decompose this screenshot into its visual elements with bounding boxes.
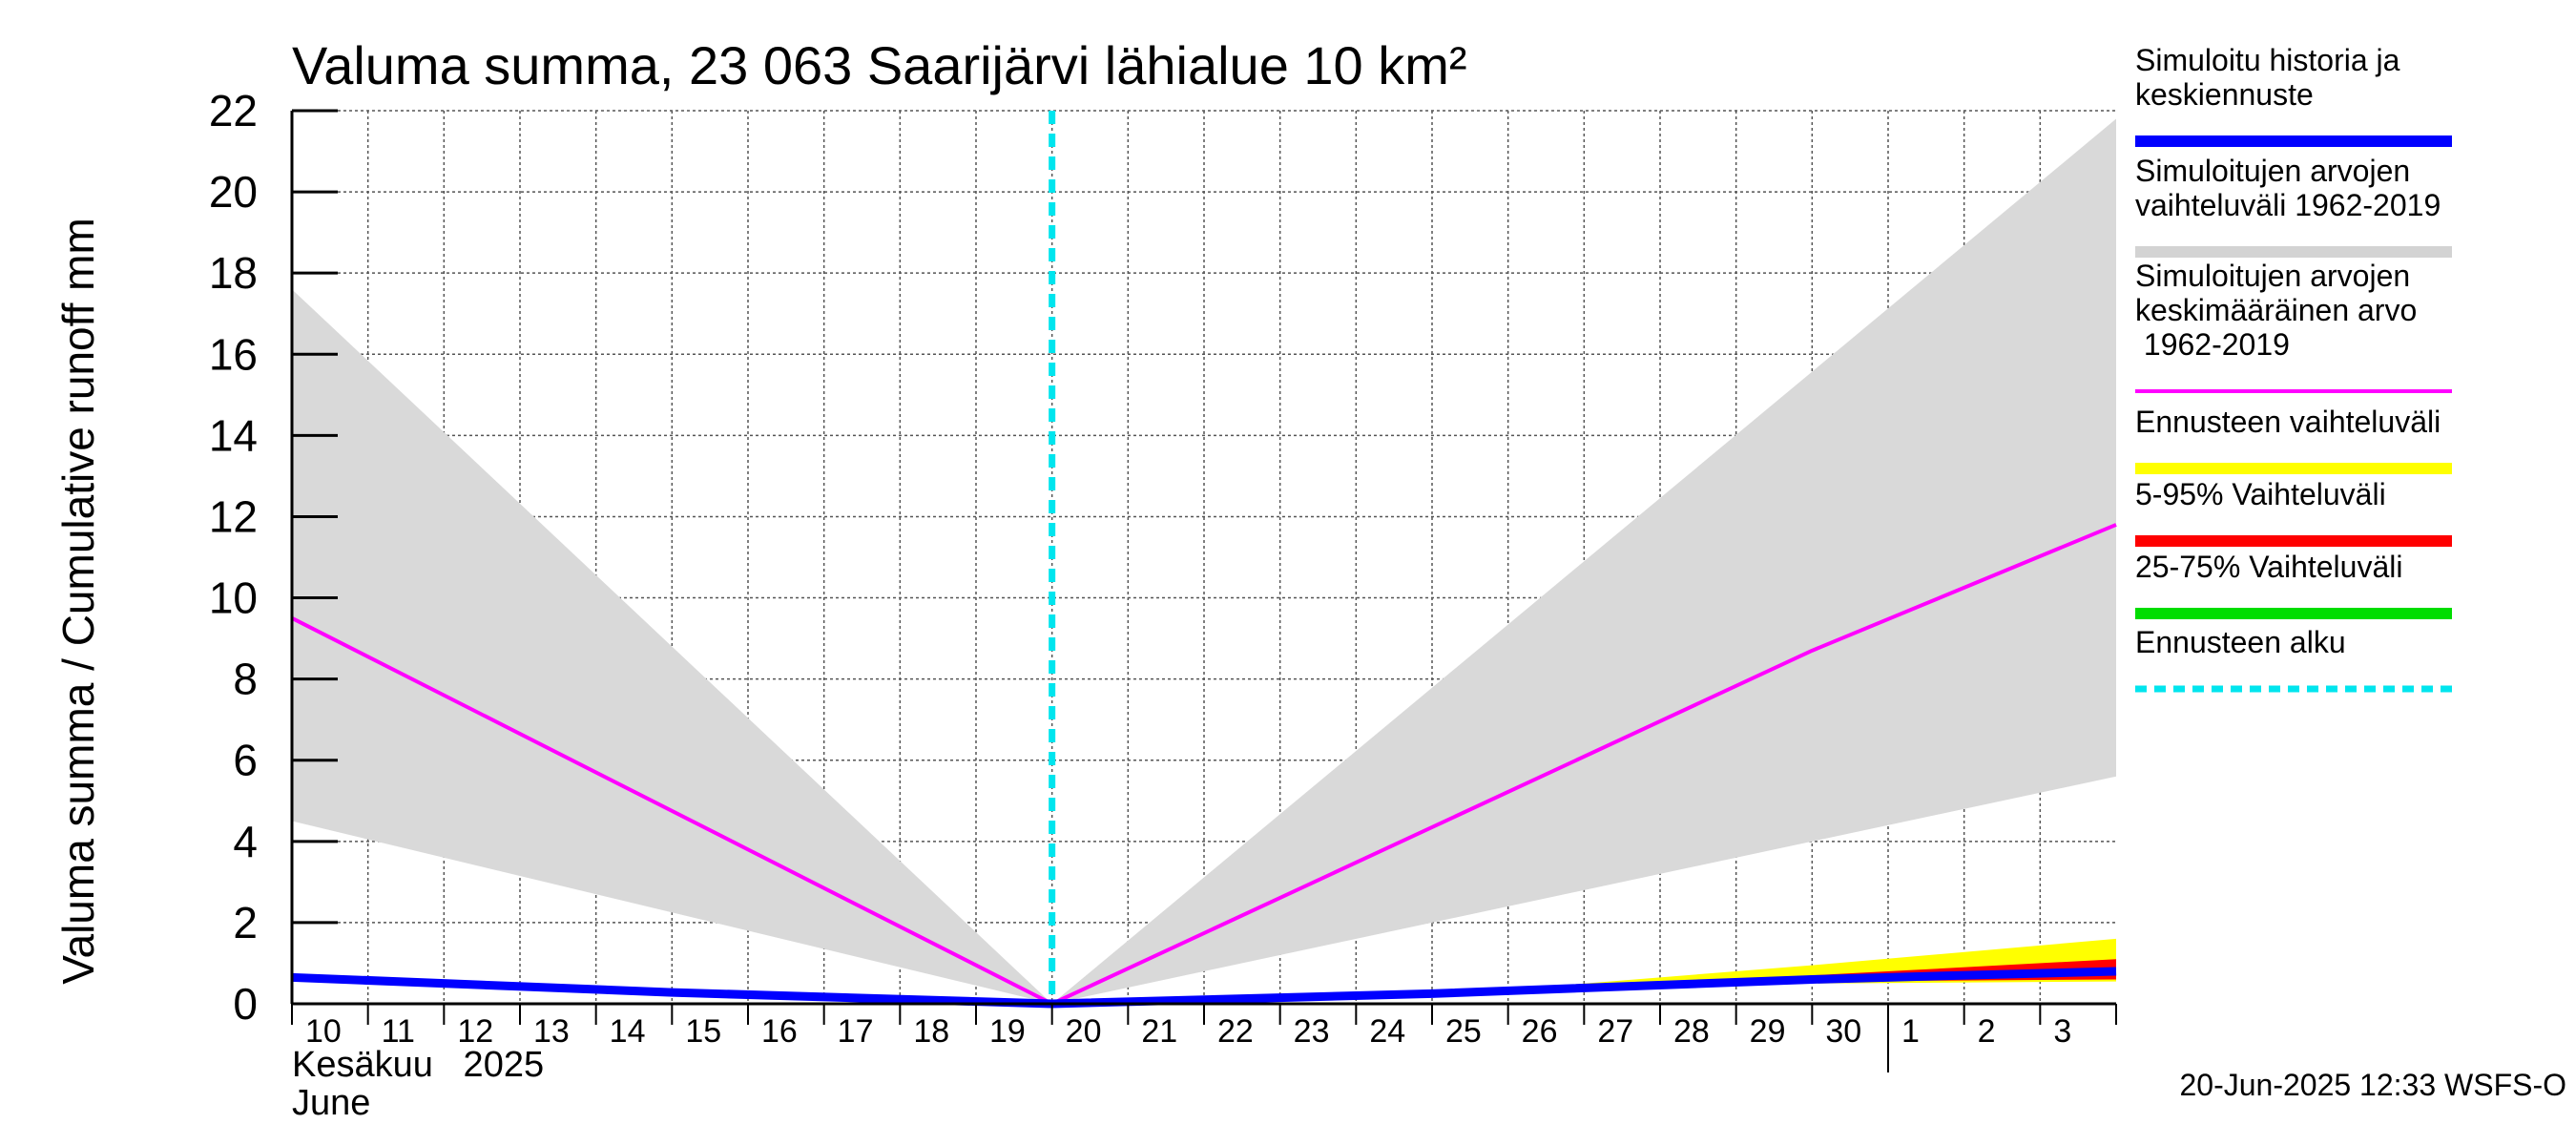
y-tick-label: 12: [209, 491, 258, 541]
x-tick-label: 18: [913, 1013, 949, 1050]
series-lines: [291, 111, 2117, 1009]
legend-label-line: vaihteluväli 1962-2019: [2135, 188, 2441, 222]
x-tick-label: 20: [1066, 1013, 1102, 1050]
x-tick-label: 1: [1901, 1013, 1920, 1050]
legend-item: Ennusteen alku: [2135, 625, 2452, 693]
legend-item: Simuloitujen arvojen vaihteluväli 1962-20…: [2135, 154, 2452, 258]
y-tick-label: 8: [233, 655, 258, 704]
legend-item: 5-95% Vaihteluväli: [2135, 477, 2452, 547]
legend-label-line: keskiennuste: [2135, 77, 2314, 112]
legend-label: 25-75% Vaihteluväli: [2135, 550, 2402, 584]
series-line-4: [291, 523, 2117, 1006]
y-tick-label: 10: [209, 573, 258, 623]
y-tick-label: 18: [209, 248, 258, 298]
month-label-fi: Kesäkuu 2025: [292, 1045, 544, 1085]
legend-label: Ennusteen alku: [2135, 625, 2346, 659]
y-tick-label: 16: [209, 329, 258, 379]
legend-label-line: keskimääräinen arvo: [2135, 293, 2417, 327]
x-tick-label: 16: [761, 1013, 798, 1050]
x-tick-label: 13: [533, 1013, 570, 1050]
range-bands: [292, 118, 2116, 1004]
x-tick-label: 24: [1369, 1013, 1405, 1050]
x-tick-label: 17: [838, 1013, 874, 1050]
y-tick-label: 22: [209, 86, 258, 135]
x-tick-label: 27: [1597, 1013, 1633, 1050]
legend-label: 5-95% Vaihteluväli: [2135, 477, 2386, 511]
x-tick-label: 26: [1522, 1013, 1558, 1050]
chart-title: Valuma summa, 23 063 Saarijärvi lähialue…: [292, 35, 1467, 95]
legend-label-line: Simuloitujen arvojen: [2135, 259, 2410, 293]
legend-label-line: Simuloitujen arvojen: [2135, 154, 2410, 188]
legend-label: Ennusteen vaihteluväli: [2135, 405, 2441, 439]
legend-label: Simuloitujen arvojen vaihteluväli 1962-20…: [2135, 154, 2441, 222]
x-tick-label: 11: [382, 1013, 415, 1050]
y-tick-label: 4: [233, 817, 258, 866]
x-tick-label: 25: [1445, 1013, 1482, 1050]
x-tick-label: 29: [1750, 1013, 1786, 1050]
legend-label-line: Simuloitu historia ja: [2135, 43, 2400, 77]
x-tick-label: 2: [1978, 1013, 1996, 1050]
x-tick-labels: 10 11 12 13 14 15 16 17 18 19 20 21 22 23 24 25 26 27 28 29…: [291, 1004, 2117, 1072]
legend-label-line: 1962-2019: [2135, 327, 2290, 362]
x-tick-label: 21: [1141, 1013, 1177, 1050]
y-tick-label: 0: [233, 979, 258, 1029]
y-tick-labels: 0 2 4 6 8 10 12 14 16 18 20 22: [209, 86, 338, 1029]
x-tick-label: 30: [1825, 1013, 1861, 1050]
legend-label: Simuloitujen arvojen keskimääräinen arvo …: [2135, 259, 2417, 362]
x-tick-label: 15: [685, 1013, 721, 1050]
y-tick-label: 2: [233, 898, 258, 947]
x-tick-label: 12: [457, 1013, 493, 1050]
y-tick-label: 20: [209, 167, 258, 217]
legend-item: Simuloitu historia ja keskiennuste: [2135, 43, 2452, 147]
x-tick-label: 14: [610, 1013, 646, 1050]
x-tick-label: 22: [1217, 1013, 1254, 1050]
x-tick-label: 19: [989, 1013, 1026, 1050]
y-tick-label: 14: [209, 410, 258, 460]
x-tick-label: 3: [2053, 1013, 2071, 1050]
legend-label: Simuloitu historia ja keskiennuste: [2135, 43, 2400, 112]
x-tick-label: 23: [1294, 1013, 1330, 1050]
band-0: [292, 118, 2116, 1004]
y-tick-label: 6: [233, 736, 258, 785]
footer-timestamp: 20-Jun-2025 12:33 WSFS-O: [2179, 1068, 2566, 1102]
x-tick-label: 10: [305, 1013, 342, 1050]
legend-item: Ennusteen vaihteluväli: [2135, 405, 2452, 474]
x-tick-label: 28: [1673, 1013, 1710, 1050]
legend-item: 25-75% Vaihteluväli: [2135, 550, 2452, 619]
legend-item: Simuloitujen arvojen keskimääräinen arvo …: [2135, 259, 2452, 393]
legend: Simuloitu historia ja keskiennusteSimuloi…: [2135, 43, 2452, 693]
y-axis-label: Valuma summa / Cumulative runoff mm: [53, 218, 103, 985]
month-label-en: June: [292, 1083, 370, 1123]
series-line-5: [291, 967, 2117, 1009]
